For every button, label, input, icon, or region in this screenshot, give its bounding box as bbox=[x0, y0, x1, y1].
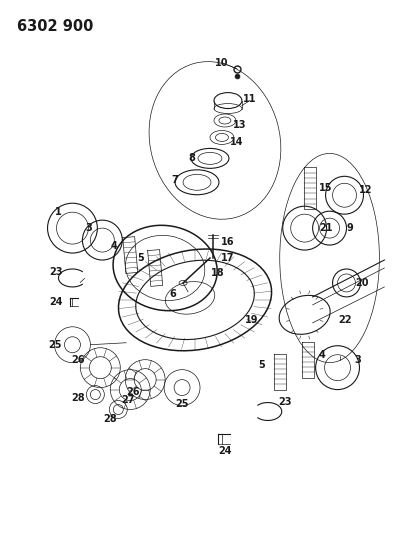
Text: 27: 27 bbox=[122, 394, 135, 405]
Text: 12: 12 bbox=[359, 185, 372, 195]
Text: 15: 15 bbox=[319, 183, 333, 193]
Text: 4: 4 bbox=[111, 241, 118, 251]
Text: 28: 28 bbox=[72, 392, 85, 402]
Text: 25: 25 bbox=[48, 340, 61, 350]
Text: 7: 7 bbox=[172, 175, 178, 185]
Text: 5: 5 bbox=[258, 360, 265, 370]
Text: 10: 10 bbox=[215, 58, 229, 68]
Text: 3: 3 bbox=[354, 354, 361, 365]
Text: 24: 24 bbox=[218, 446, 232, 456]
Text: 26: 26 bbox=[72, 354, 85, 365]
Text: 26: 26 bbox=[126, 386, 140, 397]
Text: 23: 23 bbox=[49, 267, 62, 277]
Text: 1: 1 bbox=[55, 207, 62, 217]
Text: 9: 9 bbox=[346, 223, 353, 233]
Text: 3: 3 bbox=[85, 223, 92, 233]
Text: 13: 13 bbox=[233, 120, 246, 131]
Text: 28: 28 bbox=[104, 415, 117, 424]
Text: 4: 4 bbox=[318, 350, 325, 360]
Text: 21: 21 bbox=[319, 223, 333, 233]
Text: 17: 17 bbox=[221, 253, 235, 263]
Text: 14: 14 bbox=[230, 138, 244, 148]
Text: 24: 24 bbox=[49, 297, 62, 307]
Text: 16: 16 bbox=[221, 237, 235, 247]
Text: 23: 23 bbox=[278, 397, 291, 407]
Text: 6302 900: 6302 900 bbox=[17, 19, 93, 34]
Text: 5: 5 bbox=[137, 253, 144, 263]
Text: 11: 11 bbox=[243, 94, 257, 103]
Text: 6: 6 bbox=[170, 289, 177, 299]
Text: 19: 19 bbox=[245, 315, 259, 325]
Text: 8: 8 bbox=[188, 154, 195, 164]
Text: 25: 25 bbox=[175, 399, 189, 408]
Text: 18: 18 bbox=[211, 268, 225, 278]
Text: 22: 22 bbox=[338, 315, 351, 325]
Text: 20: 20 bbox=[356, 278, 369, 288]
